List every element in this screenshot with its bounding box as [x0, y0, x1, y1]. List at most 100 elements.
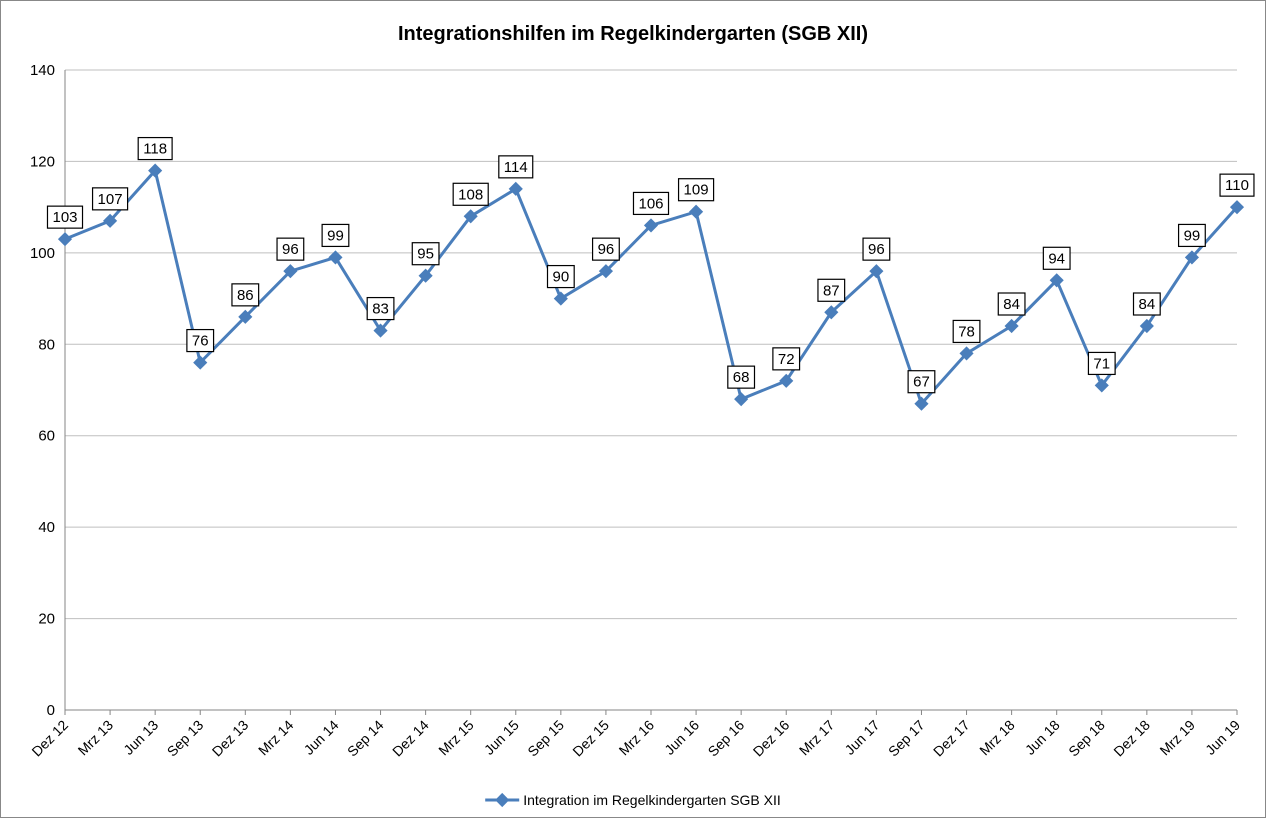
- data-label-group: 96: [862, 237, 891, 261]
- data-label-group: 96: [276, 237, 305, 261]
- data-point: [508, 181, 523, 196]
- data-label-box: [1087, 351, 1116, 376]
- data-point: [283, 264, 298, 279]
- data-point: [869, 264, 884, 279]
- data-label-box: [727, 365, 756, 389]
- data-label: 96: [598, 241, 615, 258]
- y-tick-label: 0: [47, 702, 55, 719]
- data-label-group: 99: [321, 223, 350, 248]
- data-label-box: [546, 264, 575, 289]
- data-label: 84: [1139, 296, 1156, 313]
- data-label: 90: [553, 269, 570, 286]
- data-point: [734, 392, 749, 407]
- data-label: 87: [823, 282, 840, 299]
- data-label-group: 78: [952, 319, 981, 344]
- data-label-group: 103: [46, 205, 84, 229]
- data-label: 72: [778, 351, 795, 368]
- data-label-group: 87: [817, 278, 846, 302]
- data-point: [689, 204, 704, 219]
- data-label: 84: [1003, 296, 1020, 313]
- data-label-group: 67: [907, 370, 936, 394]
- data-label: 83: [372, 301, 389, 318]
- data-point: [779, 373, 794, 388]
- data-label-box: [817, 278, 846, 302]
- data-label: 118: [143, 141, 167, 158]
- data-label-box: [186, 328, 215, 353]
- data-label-box: [452, 182, 489, 206]
- data-point: [1094, 378, 1109, 393]
- data-point: [418, 268, 433, 283]
- data-point: [1139, 318, 1154, 334]
- data-label-box: [231, 283, 260, 307]
- data-point: [1049, 273, 1064, 288]
- data-label: 106: [638, 195, 663, 212]
- data-label-group: 72: [772, 347, 801, 371]
- data-label: 110: [1225, 177, 1249, 194]
- data-label-box: [1177, 223, 1206, 248]
- data-point: [643, 218, 659, 233]
- data-label-box: [772, 347, 801, 371]
- data-label-box: [321, 223, 350, 248]
- data-label-group: 96: [591, 237, 620, 261]
- data-label-box: [411, 242, 440, 266]
- data-label-box: [91, 187, 129, 211]
- data-label-box: [1042, 246, 1071, 270]
- y-tick-label: 60: [38, 428, 55, 445]
- data-label-group: 110: [1219, 173, 1255, 197]
- data-point: [1229, 200, 1245, 215]
- data-point: [1004, 318, 1019, 334]
- data-label: 96: [868, 241, 885, 258]
- data-label-box: [46, 205, 84, 229]
- data-label-box: [677, 178, 715, 202]
- legend-label: Integration im Regelkindergarten SGB XII: [523, 792, 781, 808]
- data-label: 68: [733, 369, 750, 386]
- data-label-group: 106: [632, 191, 670, 216]
- data-label: 78: [958, 323, 975, 340]
- data-label-group: 86: [231, 283, 260, 307]
- data-label: 109: [684, 182, 709, 199]
- y-tick-label: 40: [38, 519, 55, 536]
- legend-marker: [495, 792, 510, 808]
- data-label-group: 107: [91, 187, 129, 211]
- data-label-box: [591, 237, 620, 261]
- data-label-group: 83: [366, 296, 395, 321]
- data-point: [238, 309, 253, 324]
- data-label-box: [276, 237, 305, 261]
- data-label-box: [366, 296, 395, 321]
- data-label: 76: [192, 333, 209, 350]
- data-label-box: [952, 319, 981, 344]
- data-label-box: [1132, 292, 1161, 316]
- data-label: 86: [237, 287, 254, 304]
- data-label-box: [632, 191, 670, 216]
- data-label: 99: [1184, 227, 1201, 244]
- data-point: [193, 355, 208, 370]
- data-label: 114: [504, 159, 528, 176]
- data-point: [598, 264, 613, 279]
- data-label-group: 84: [1132, 292, 1161, 316]
- data-label-group: 118: [137, 136, 173, 161]
- data-label: 67: [913, 374, 930, 391]
- data-point: [373, 323, 388, 338]
- data-label-box: [1219, 173, 1255, 197]
- data-label: 99: [327, 227, 344, 244]
- data-label-box: [907, 370, 936, 394]
- data-point: [959, 346, 974, 361]
- data-label-group: 90: [546, 264, 575, 289]
- data-label: 107: [98, 191, 123, 208]
- y-tick-label: 140: [30, 62, 55, 79]
- chart-title: Integrationshilfen im Regelkindergarten …: [398, 23, 868, 45]
- data-label: 71: [1093, 355, 1110, 372]
- data-label-group: 108: [452, 182, 489, 206]
- data-label-group: 109: [677, 178, 715, 202]
- data-label-group: 68: [727, 365, 756, 389]
- data-label: 96: [282, 241, 299, 258]
- data-label-box: [498, 155, 534, 179]
- data-label-group: 71: [1087, 351, 1116, 376]
- data-point: [824, 305, 839, 320]
- y-tick-label: 120: [30, 153, 55, 170]
- data-label-group: 94: [1042, 246, 1071, 270]
- data-point: [553, 291, 568, 306]
- data-point: [148, 163, 163, 178]
